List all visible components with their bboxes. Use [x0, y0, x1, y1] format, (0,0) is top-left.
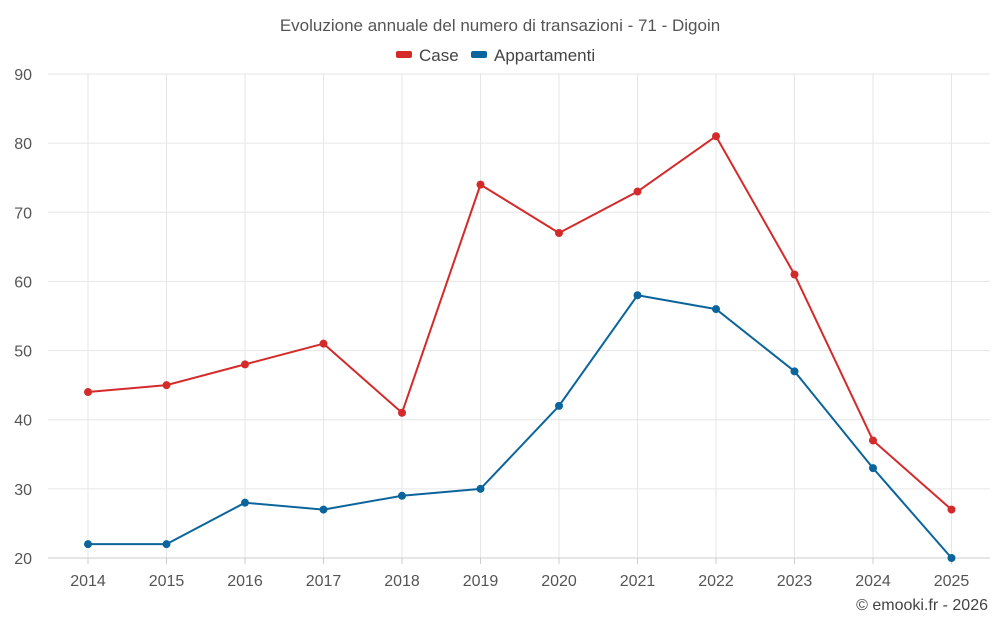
y-tick-label: 30 [14, 482, 32, 499]
legend-item-case[interactable]: Case [396, 46, 459, 65]
data-point-case-2020[interactable] [555, 229, 563, 238]
data-point-case-2024[interactable] [869, 436, 877, 445]
y-axis: 20 30 40 50 60 70 80 90 [14, 67, 32, 568]
data-point-case-2022[interactable] [712, 132, 720, 141]
data-point-appartamenti-2022[interactable] [712, 305, 720, 314]
data-point-case-2023[interactable] [790, 270, 799, 279]
y-tick-label: 50 [14, 344, 32, 361]
chart-title: Evoluzione annuale del numero di transaz… [280, 16, 720, 35]
x-tick-label: 2023 [777, 573, 813, 590]
data-point-case-2014[interactable] [84, 388, 92, 397]
legend-item-appartamenti[interactable]: Appartamenti [471, 46, 595, 65]
legend-swatch-case [396, 51, 412, 58]
x-tick-label: 2024 [855, 573, 891, 590]
credit-text: © emooki.fr - 2026 [856, 597, 988, 614]
x-tick-label: 2016 [227, 573, 263, 590]
data-point-case-2018[interactable] [398, 408, 406, 417]
x-tick-label: 2021 [620, 573, 656, 590]
x-axis: 2014 2015 2016 2017 2018 2019 2020 2021 2022 2023… [48, 557, 990, 590]
data-point-appartamenti-2014[interactable] [84, 540, 92, 549]
data-point-appartamenti-2018[interactable] [398, 491, 406, 500]
x-tick-label: 2014 [70, 573, 106, 590]
data-point-case-2016[interactable] [241, 360, 249, 369]
grid [48, 73, 990, 559]
y-tick-label: 20 [14, 551, 32, 568]
series-appartamenti [84, 291, 956, 562]
x-tick-label: 2015 [149, 573, 185, 590]
x-tick-label: 2017 [306, 573, 342, 590]
data-point-case-2021[interactable] [633, 187, 642, 196]
data-point-appartamenti-2016[interactable] [241, 498, 249, 507]
data-point-appartamenti-2024[interactable] [869, 464, 877, 473]
data-point-appartamenti-2019[interactable] [476, 484, 485, 493]
y-tick-label: 60 [14, 274, 32, 291]
y-tick-label: 80 [14, 136, 32, 153]
data-point-appartamenti-2015[interactable] [162, 540, 171, 549]
x-tick-label: 2025 [934, 573, 970, 590]
series-line-case [87, 135, 953, 511]
data-point-appartamenti-2021[interactable] [633, 291, 642, 300]
x-tick-label: 2019 [463, 573, 499, 590]
x-tick-label: 2020 [541, 573, 577, 590]
data-point-appartamenti-2023[interactable] [790, 367, 799, 376]
data-point-appartamenti-2025[interactable] [947, 554, 956, 562]
series-line-appartamenti [88, 294, 953, 559]
legend-label-case: Case [419, 46, 459, 65]
y-tick-label: 40 [14, 413, 32, 430]
legend[interactable]: Case Appartamenti [396, 46, 595, 65]
data-point-case-2015[interactable] [162, 381, 171, 390]
data-point-appartamenti-2020[interactable] [555, 401, 563, 410]
legend-swatch-appartamenti [471, 51, 487, 58]
data-point-case-2019[interactable] [476, 180, 485, 189]
data-point-case-2025[interactable] [947, 505, 956, 514]
x-tick-label: 2018 [384, 573, 420, 590]
series-case [84, 132, 956, 514]
data-point-appartamenti-2017[interactable] [319, 505, 328, 514]
y-tick-label: 90 [14, 67, 32, 84]
x-tick-label: 2022 [698, 573, 734, 590]
y-tick-label: 70 [14, 205, 32, 222]
legend-label-appartamenti: Appartamenti [494, 46, 595, 65]
data-point-case-2017[interactable] [319, 339, 328, 348]
series-group [84, 132, 956, 562]
